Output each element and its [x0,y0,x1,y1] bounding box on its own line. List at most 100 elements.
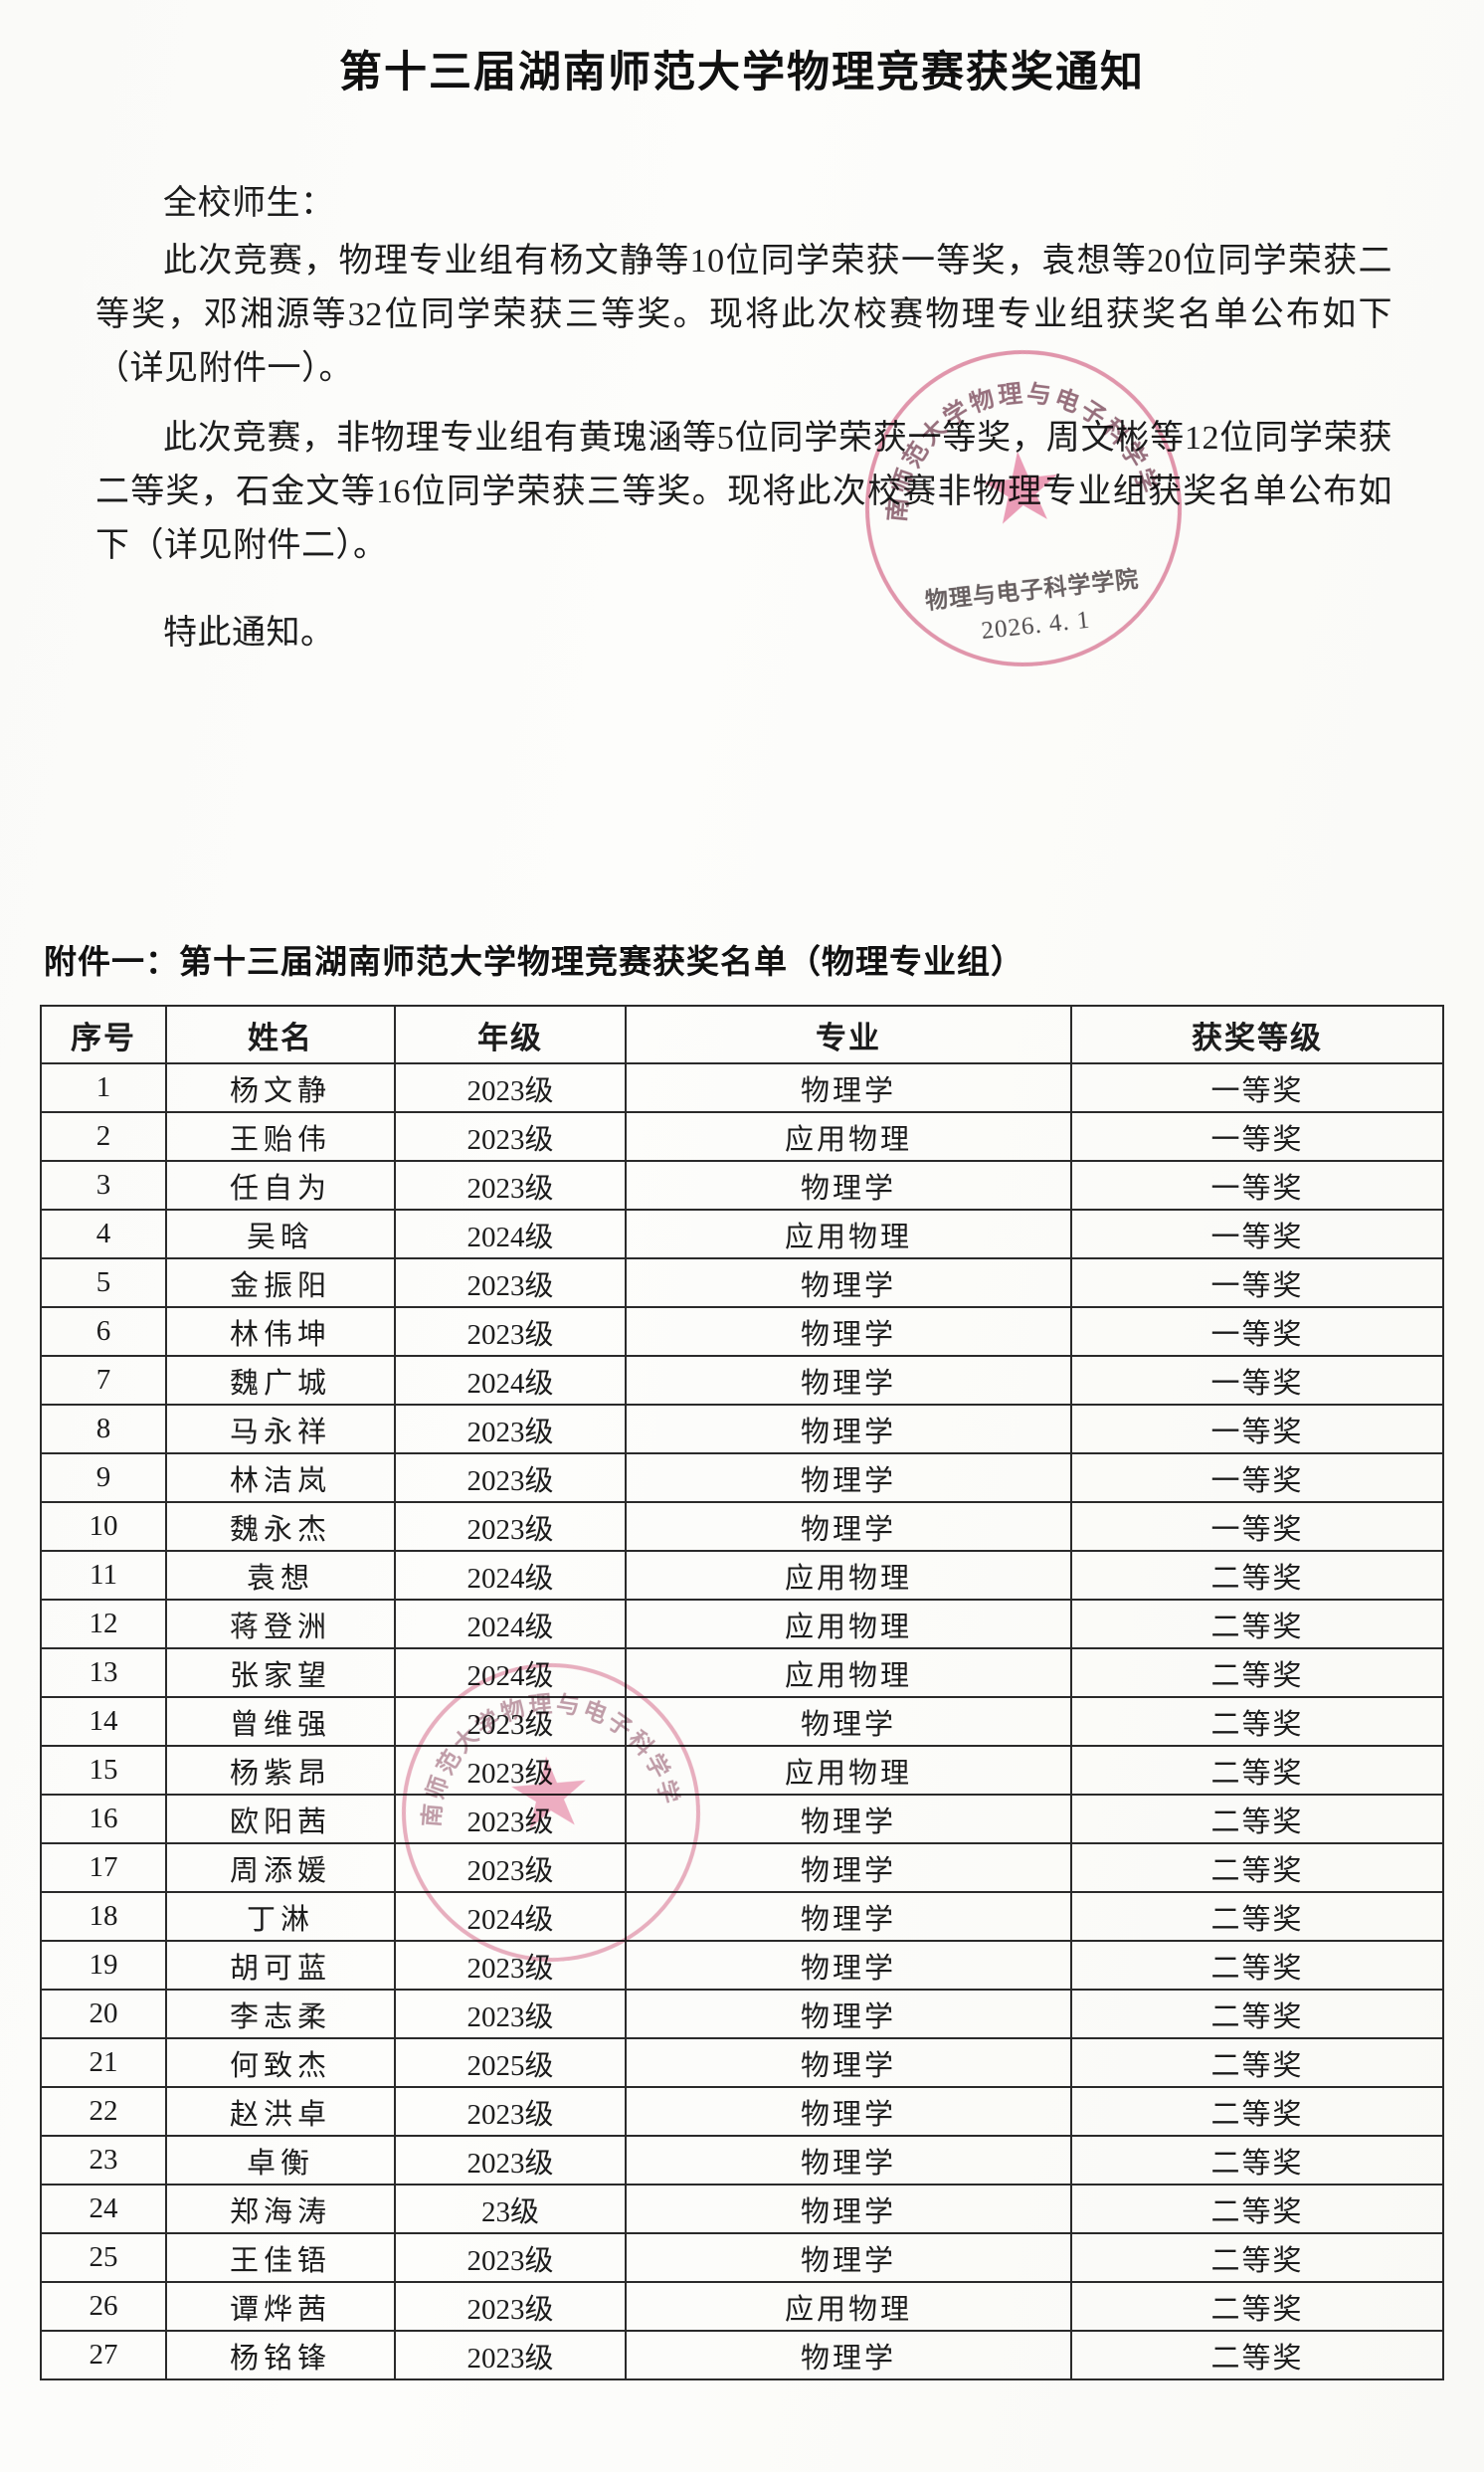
cell-award: 一等奖 [1070,1209,1444,1259]
cell-award: 一等奖 [1070,1306,1444,1357]
cell-grade: 2023级 [394,1745,627,1796]
cell-award: 二等奖 [1070,1550,1444,1601]
cell-grade: 2023级 [394,1257,627,1308]
table-row: 1 杨文静 2023级 物理学 一等奖 [40,1062,1444,1113]
cell-award: 二等奖 [1070,2037,1444,2088]
cell-award: 一等奖 [1070,1111,1444,1162]
cell-name: 袁想 [165,1550,396,1601]
cell-major: 物理学 [625,2330,1072,2380]
cell-no: 20 [40,1989,167,2039]
column-header-name: 姓名 [165,1005,396,1064]
cell-name: 张家望 [165,1647,396,1698]
cell-no: 16 [40,1794,167,1844]
cell-grade: 2023级 [394,1989,627,2039]
cell-no: 13 [40,1647,167,1698]
cell-award: 二等奖 [1070,2135,1444,2186]
cell-name: 杨文静 [165,1062,396,1113]
paragraph-physics-majors: 此次竞赛，物理专业组有杨文静等10位同学荣获一等奖，袁想等20位同学荣获二等奖，… [95,243,1392,387]
cell-award: 二等奖 [1070,1989,1444,2039]
table-row: 18 丁淋 2024级 物理学 二等奖 [40,1891,1444,1942]
cell-grade: 2024级 [394,1647,627,1698]
cell-grade: 2023级 [394,1794,627,1844]
cell-major: 应用物理 [625,1599,1072,1649]
cell-award: 一等奖 [1070,1257,1444,1308]
table-row: 2 王贻伟 2023级 应用物理 一等奖 [40,1111,1444,1162]
cell-grade: 2024级 [394,1891,627,1942]
cell-award: 二等奖 [1070,1647,1444,1698]
cell-grade: 2023级 [394,1111,627,1162]
cell-major: 物理学 [625,1160,1072,1211]
cell-name: 杨铭锋 [165,2330,396,2380]
cell-no: 17 [40,1842,167,1893]
cell-grade: 2023级 [394,1842,627,1893]
cell-award: 二等奖 [1070,2232,1444,2283]
cell-award: 二等奖 [1070,2330,1444,2380]
cell-award: 二等奖 [1070,1842,1444,1893]
table-row: 27 杨铭锋 2023级 物理学 二等奖 [40,2330,1444,2380]
cell-major: 应用物理 [625,1745,1072,1796]
cell-grade: 2024级 [394,1209,627,1259]
cell-grade: 2023级 [394,2135,627,2186]
cell-major: 物理学 [625,2184,1072,2234]
cell-name: 丁淋 [165,1891,396,1942]
cell-no: 24 [40,2184,167,2234]
cell-major: 物理学 [625,1501,1072,1552]
cell-no: 21 [40,2037,167,2088]
table-row: 17 周添媛 2023级 物理学 二等奖 [40,1842,1444,1893]
cell-no: 4 [40,1209,167,1259]
cell-major: 物理学 [625,1794,1072,1844]
cell-name: 林伟坤 [165,1306,396,1357]
cell-major: 应用物理 [625,1550,1072,1601]
table-row: 24 郑海涛 23级 物理学 二等奖 [40,2184,1444,2234]
cell-grade: 23级 [394,2184,627,2234]
cell-major: 物理学 [625,1842,1072,1893]
table-row: 11 袁想 2024级 应用物理 二等奖 [40,1550,1444,1601]
cell-award: 二等奖 [1070,1891,1444,1942]
cell-name: 郑海涛 [165,2184,396,2234]
cell-name: 魏广城 [165,1355,396,1406]
cell-major: 应用物理 [625,2281,1072,2332]
table-row: 14 曾维强 2023级 物理学 二等奖 [40,1696,1444,1747]
table-body: 1 杨文静 2023级 物理学 一等奖 2 王贻伟 2023级 应用物理 一等奖 3 任自为 2023级… [40,1062,1444,2380]
column-header-major: 专业 [625,1005,1072,1064]
cell-no: 5 [40,1257,167,1308]
cell-award: 一等奖 [1070,1160,1444,1211]
table-row: 13 张家望 2024级 应用物理 二等奖 [40,1647,1444,1698]
cell-name: 谭烨茜 [165,2281,396,2332]
cell-grade: 2023级 [394,2330,627,2380]
cell-major: 应用物理 [625,1647,1072,1698]
cell-major: 物理学 [625,1891,1072,1942]
cell-major: 物理学 [625,2037,1072,2088]
cell-no: 15 [40,1745,167,1796]
cell-grade: 2023级 [394,1404,627,1454]
table-row: 7 魏广城 2024级 物理学 一等奖 [40,1355,1444,1406]
cell-award: 二等奖 [1070,1696,1444,1747]
cell-award: 二等奖 [1070,1745,1444,1796]
column-header-award: 获奖等级 [1070,1005,1444,1064]
cell-name: 周添媛 [165,1842,396,1893]
cell-award: 二等奖 [1070,1599,1444,1649]
cell-no: 7 [40,1355,167,1406]
cell-major: 应用物理 [625,1209,1072,1259]
cell-grade: 2023级 [394,1501,627,1552]
cell-name: 杨紫昂 [165,1745,396,1796]
table-row: 12 蒋登洲 2024级 应用物理 二等奖 [40,1599,1444,1649]
cell-grade: 2023级 [394,2086,627,2137]
cell-no: 1 [40,1062,167,1113]
table-row: 10 魏永杰 2023级 物理学 一等奖 [40,1501,1444,1552]
cell-award: 二等奖 [1070,1794,1444,1844]
cell-no: 26 [40,2281,167,2332]
cell-grade: 2024级 [394,1355,627,1406]
cell-name: 林洁岚 [165,1452,396,1503]
table-row: 9 林洁岚 2023级 物理学 一等奖 [40,1452,1444,1503]
cell-major: 物理学 [625,2232,1072,2283]
table-row: 26 谭烨茜 2023级 应用物理 二等奖 [40,2281,1444,2332]
cell-no: 3 [40,1160,167,1211]
cell-award: 一等奖 [1070,1501,1444,1552]
cell-name: 蒋登洲 [165,1599,396,1649]
cell-name: 魏永杰 [165,1501,396,1552]
cell-award: 一等奖 [1070,1404,1444,1454]
cell-major: 物理学 [625,1696,1072,1747]
cell-award: 一等奖 [1070,1452,1444,1503]
cell-name: 马永祥 [165,1404,396,1454]
